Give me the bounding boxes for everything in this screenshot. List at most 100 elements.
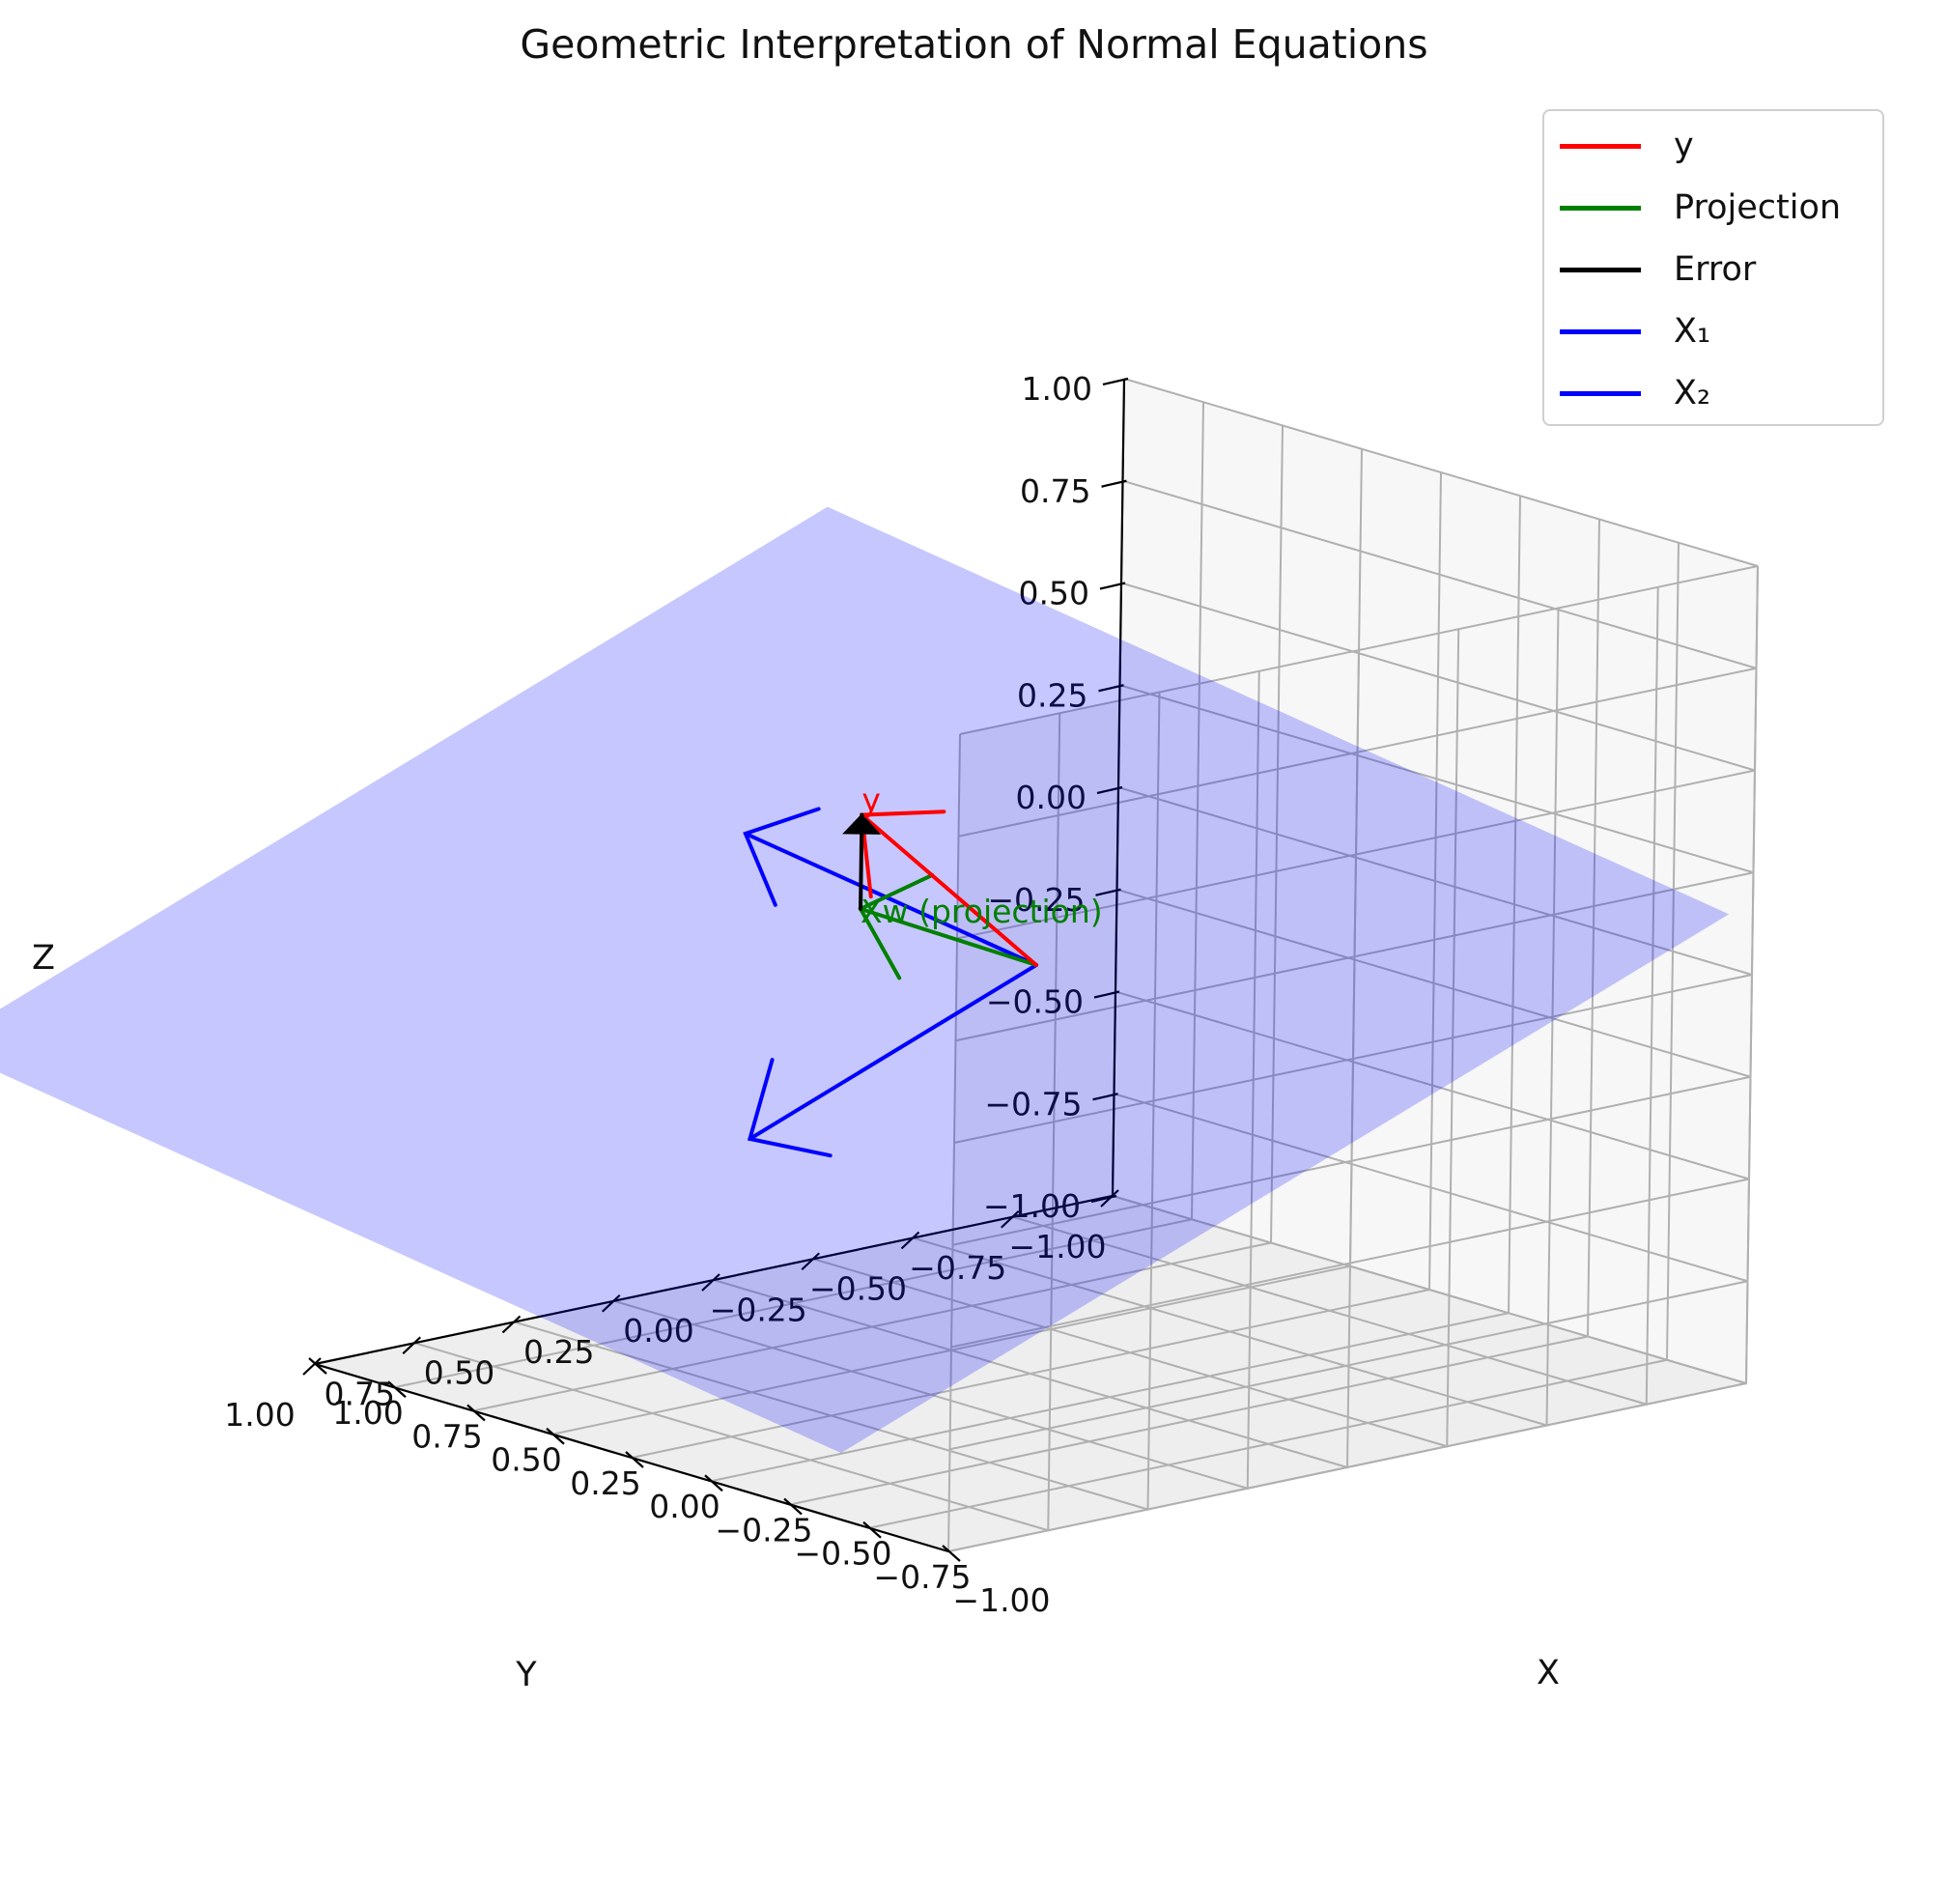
grid-line <box>953 786 1753 1144</box>
x2-vector-head <box>747 1058 833 1158</box>
y-tick-label: −1.00 <box>1008 1228 1106 1265</box>
x-tick <box>466 1404 486 1422</box>
grid-line <box>514 692 1161 1511</box>
grid-line <box>956 582 1756 940</box>
z-tick <box>1093 990 1120 999</box>
grid-line <box>631 471 1442 1459</box>
z-tick-label: 0.75 <box>1020 472 1090 510</box>
z-tick-label: −0.75 <box>984 1085 1082 1123</box>
x-tick-label: −0.50 <box>794 1535 891 1573</box>
y-tick-label: 0.75 <box>325 1375 395 1412</box>
z-tick-label: 1.00 <box>1022 370 1092 408</box>
z-tick-label: 0.00 <box>1016 779 1087 816</box>
legend-item: X₁ <box>1544 312 1882 351</box>
x-tick-label: 0.00 <box>649 1488 720 1525</box>
x-tick <box>546 1427 565 1445</box>
y-tick <box>402 1336 422 1355</box>
projection-annotation: Xw (projection) <box>861 893 1103 930</box>
y-tick <box>501 1315 522 1334</box>
legend-swatch <box>1560 206 1641 211</box>
y-vector <box>860 812 1038 967</box>
grid-line <box>955 684 1754 1042</box>
y-tick-label: −0.25 <box>710 1291 807 1328</box>
legend-item: Error <box>1544 250 1882 289</box>
x2-vector <box>748 963 1038 1141</box>
grid-line <box>950 990 1750 1349</box>
x-tick-label: −0.75 <box>873 1558 971 1596</box>
x-tick <box>704 1474 723 1492</box>
grid-line <box>1012 586 1659 1407</box>
y-tick <box>801 1252 821 1271</box>
y-tick-label: −0.50 <box>809 1270 907 1308</box>
z-tick <box>1095 888 1121 896</box>
tick-marks <box>302 377 1129 1562</box>
z-tick <box>1090 1194 1117 1204</box>
grid-line <box>472 425 1284 1412</box>
grid-line <box>613 670 1260 1491</box>
legend-label: X₂ <box>1674 374 1711 412</box>
z-tick-label: −0.50 <box>986 983 1084 1021</box>
grid-line <box>551 448 1363 1435</box>
y-axis-label: Y <box>515 1656 537 1694</box>
x-tick <box>387 1380 407 1399</box>
legend-swatch <box>1560 391 1641 396</box>
grid-line <box>812 629 1460 1448</box>
column-space-plane <box>0 506 1730 1454</box>
legend-item: X₂ <box>1544 374 1882 412</box>
x-tick-label: −0.25 <box>715 1511 812 1549</box>
y-tick-label: 0.25 <box>523 1333 594 1371</box>
legend-label: Error <box>1674 250 1757 289</box>
y-tick-label: 1.00 <box>224 1396 295 1434</box>
x-tick <box>942 1545 961 1562</box>
grid-lines <box>314 378 1759 1553</box>
z-tick-label: −0.25 <box>987 881 1085 919</box>
projection-vector <box>859 906 1038 967</box>
y-tick <box>1000 1209 1020 1229</box>
z-tick <box>1098 684 1124 693</box>
grid-line <box>868 542 1680 1529</box>
grid-line <box>789 519 1600 1506</box>
tick-labels: −1.00−1.00−1.00−0.75−0.75−0.75−0.50−0.50… <box>224 370 1106 1619</box>
legend-swatch <box>1560 329 1641 334</box>
z-tick-label: 0.25 <box>1017 676 1087 714</box>
x-tick-label: 0.50 <box>491 1441 561 1479</box>
y-tick <box>302 1357 322 1376</box>
grid-line <box>947 1195 1747 1552</box>
y-tick-label: 0.50 <box>424 1354 494 1392</box>
legend-label: X₁ <box>1674 312 1711 351</box>
error-vector-head <box>842 813 882 835</box>
x-tick <box>783 1497 803 1516</box>
grid-line <box>958 479 1757 838</box>
grid-line <box>393 402 1204 1389</box>
x-tick-label: 0.75 <box>411 1417 482 1455</box>
x-tick <box>625 1451 644 1468</box>
grid-line <box>949 1093 1748 1451</box>
z-tick <box>1101 479 1127 488</box>
z-tick <box>1102 377 1129 386</box>
y-tick <box>900 1231 920 1250</box>
z-axis-label: Z <box>32 939 55 978</box>
legend-swatch <box>1560 268 1641 272</box>
legend: y Projection Error X₁ X₂ <box>1542 109 1884 426</box>
y-annotation: y <box>861 781 881 819</box>
grid-line <box>959 378 1759 735</box>
y-tick <box>701 1273 720 1292</box>
grid-line <box>913 608 1560 1427</box>
x-tick <box>308 1357 327 1375</box>
y-tick-label: 0.00 <box>623 1312 693 1350</box>
legend-item: y <box>1544 127 1882 165</box>
x-tick-label: 0.25 <box>570 1464 640 1502</box>
z-tick <box>1092 1093 1118 1101</box>
x-axis-label: X <box>1537 1654 1560 1692</box>
legend-label: Projection <box>1674 188 1842 227</box>
y-tick-label: −0.75 <box>909 1249 1006 1287</box>
y-tick <box>601 1293 621 1313</box>
chart-title: Geometric Interpretation of Normal Equat… <box>520 21 1428 68</box>
x1-vector <box>743 831 1038 967</box>
x-tick <box>862 1520 882 1539</box>
x1-vector-head <box>743 807 821 907</box>
x-tick-label: −1.00 <box>952 1581 1050 1619</box>
grid-line <box>952 888 1751 1246</box>
legend-swatch <box>1560 144 1641 149</box>
